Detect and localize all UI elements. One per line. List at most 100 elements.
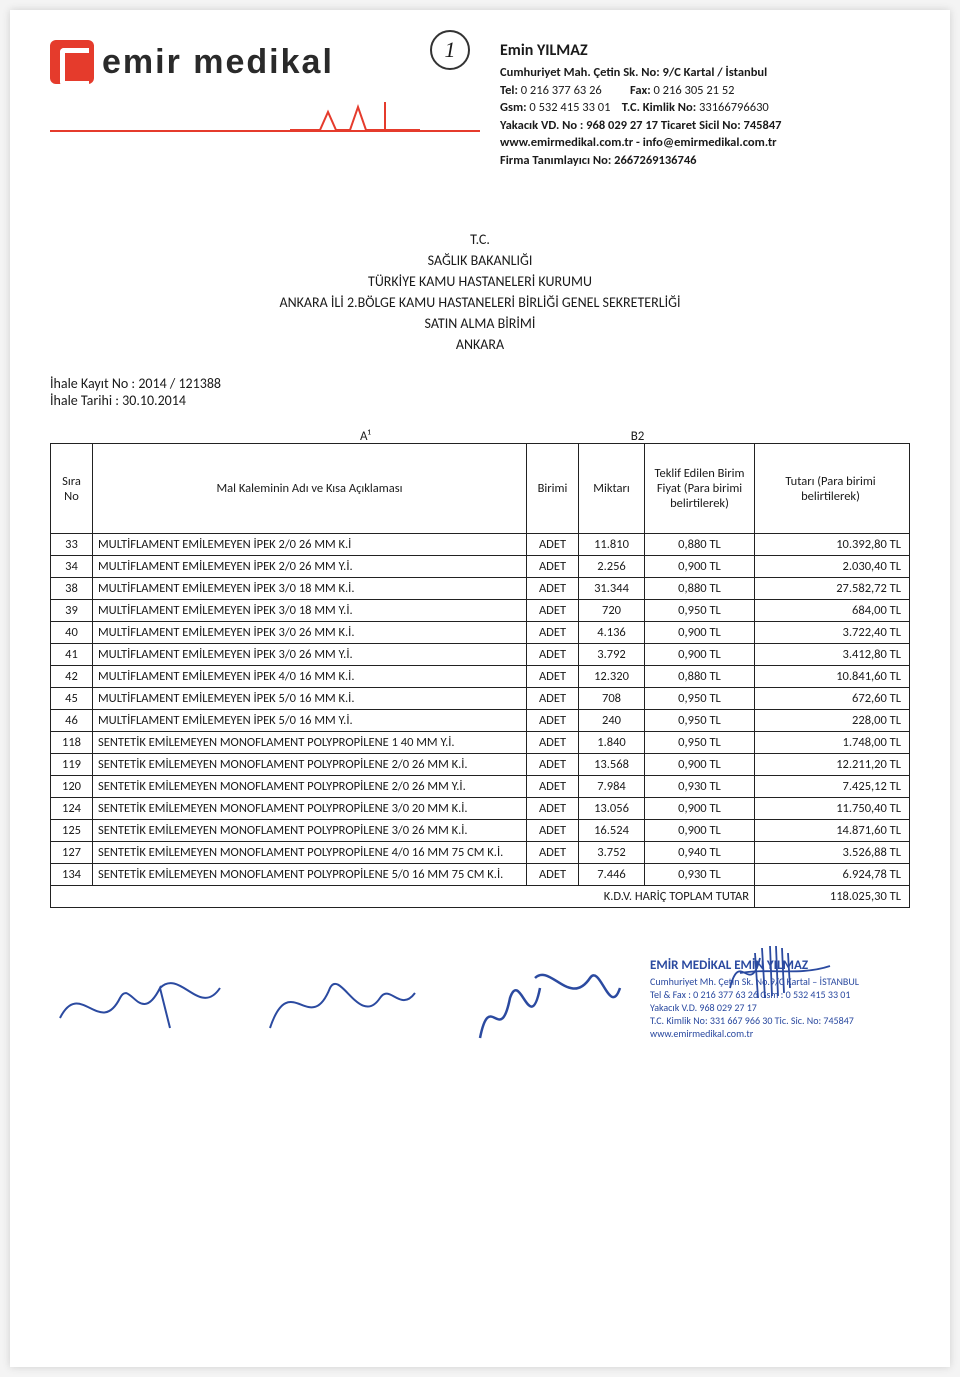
cell-price: 0,900 TL	[645, 754, 755, 776]
table-row: 40MULTİFLAMENT EMİLEMEYEN İPEK 3/0 26 MM…	[51, 622, 910, 644]
document-heading: T.C. SAĞLIK BAKANLIĞI TÜRKİYE KAMU HASTA…	[50, 229, 910, 355]
table-row: 33MULTİFLAMENT EMİLEMEYEN İPEK 2/0 26 MM…	[51, 534, 910, 556]
ihale-tarih: İhale Tarihi : 30.10.2014	[50, 392, 910, 409]
cell-no: 127	[51, 842, 93, 864]
cell-unit: ADET	[527, 578, 579, 600]
cell-no: 46	[51, 710, 93, 732]
contact-firma: Firma Tanımlayıcı No: 2667269136746	[500, 152, 913, 170]
cell-qty: 3.792	[579, 644, 645, 666]
cell-price: 0,900 TL	[645, 556, 755, 578]
col-header-qty: Miktarı	[579, 444, 645, 534]
col-header-no: Sıra No	[51, 444, 93, 534]
table-row: 134SENTETİK EMİLEMEYEN MONOFLAMENT POLYP…	[51, 864, 910, 886]
cell-name: MULTİFLAMENT EMİLEMEYEN İPEK 2/0 26 MM Y…	[93, 556, 527, 578]
cell-price: 0,900 TL	[645, 820, 755, 842]
cell-total: 3.722,40 TL	[755, 622, 910, 644]
contact-vd: Yakacık VD. No : 968 029 27 17 Ticaret S…	[500, 117, 913, 135]
cell-qty: 7.984	[579, 776, 645, 798]
cell-qty: 708	[579, 688, 645, 710]
cell-total: 10.841,60 TL	[755, 666, 910, 688]
cell-qty: 240	[579, 710, 645, 732]
ekg-divider	[50, 102, 480, 132]
cell-unit: ADET	[527, 798, 579, 820]
cell-no: 42	[51, 666, 93, 688]
cell-unit: ADET	[527, 644, 579, 666]
heading-line: T.C.	[50, 229, 910, 250]
cell-unit: ADET	[527, 556, 579, 578]
cell-name: MULTİFLAMENT EMİLEMEYEN İPEK 5/0 16 MM Y…	[93, 710, 527, 732]
document-header: emir medikal 1 Emin YILMAZ Cumhuriyet Ma…	[50, 40, 910, 169]
cell-name: MULTİFLAMENT EMİLEMEYEN İPEK 3/0 26 MM K…	[93, 622, 527, 644]
cell-total: 684,00 TL	[755, 600, 910, 622]
signatures-row: EMİR MEDİKAL EMİN YILMAZ Cumhuriyet Mh. …	[50, 958, 910, 1048]
cell-price: 0,930 TL	[645, 864, 755, 886]
ihale-kayit: İhale Kayıt No : 2014 / 121388	[50, 375, 910, 392]
cell-name: SENTETİK EMİLEMEYEN MONOFLAMENT POLYPROP…	[93, 776, 527, 798]
cell-no: 45	[51, 688, 93, 710]
cell-total: 14.871,60 TL	[755, 820, 910, 842]
table-row: 38MULTİFLAMENT EMİLEMEYEN İPEK 3/0 18 MM…	[51, 578, 910, 600]
col-header-unit: Birimi	[527, 444, 579, 534]
cell-no: 39	[51, 600, 93, 622]
cell-total: 10.392,80 TL	[755, 534, 910, 556]
cell-unit: ADET	[527, 710, 579, 732]
cell-name: MULTİFLAMENT EMİLEMEYEN İPEK 4/0 16 MM K…	[93, 666, 527, 688]
contact-web: www.emirmedikal.com.tr - info@emirmedika…	[500, 134, 913, 152]
cell-total: 12.211,20 TL	[755, 754, 910, 776]
company-logo-icon	[50, 40, 94, 84]
cell-qty: 720	[579, 600, 645, 622]
cell-no: 120	[51, 776, 93, 798]
cell-no: 33	[51, 534, 93, 556]
contact-tel-fax: Tel: 0 216 377 63 26 Fax: 0 216 305 21 5…	[500, 82, 913, 100]
ref-a: A¹	[360, 429, 371, 444]
cell-unit: ADET	[527, 666, 579, 688]
table-row: 127SENTETİK EMİLEMEYEN MONOFLAMENT POLYP…	[51, 842, 910, 864]
cell-price: 0,930 TL	[645, 776, 755, 798]
cell-price: 0,950 TL	[645, 688, 755, 710]
stamp-line: www.emirmedikal.com.tr	[650, 1027, 950, 1040]
cell-qty: 16.524	[579, 820, 645, 842]
signature-3	[450, 958, 630, 1048]
cell-unit: ADET	[527, 622, 579, 644]
col-header-total: Tutarı (Para birimi belirtilerek)	[755, 444, 910, 534]
offer-table: Sıra No Mal Kaleminin Adı ve Kısa Açıkla…	[50, 443, 910, 908]
cell-unit: ADET	[527, 688, 579, 710]
cell-name: SENTETİK EMİLEMEYEN MONOFLAMENT POLYPROP…	[93, 820, 527, 842]
ref-b: B2	[631, 429, 645, 444]
cell-name: SENTETİK EMİLEMEYEN MONOFLAMENT POLYPROP…	[93, 754, 527, 776]
grand-total-label: K.D.V. HARİÇ TOPLAM TUTAR	[51, 886, 755, 908]
cell-qty: 13.568	[579, 754, 645, 776]
cell-no: 118	[51, 732, 93, 754]
cell-qty: 1.840	[579, 732, 645, 754]
grand-total-value: 118.025,30 TL	[755, 886, 910, 908]
cell-price: 0,950 TL	[645, 710, 755, 732]
cell-total: 3.412,80 TL	[755, 644, 910, 666]
cell-total: 228,00 TL	[755, 710, 910, 732]
cell-total: 2.030,40 TL	[755, 556, 910, 578]
cell-qty: 2.256	[579, 556, 645, 578]
cell-price: 0,940 TL	[645, 842, 755, 864]
table-row: 124SENTETİK EMİLEMEYEN MONOFLAMENT POLYP…	[51, 798, 910, 820]
table-row: 34MULTİFLAMENT EMİLEMEYEN İPEK 2/0 26 MM…	[51, 556, 910, 578]
grand-total-row: K.D.V. HARİÇ TOPLAM TUTAR 118.025,30 TL	[51, 886, 910, 908]
cell-price: 0,900 TL	[645, 644, 755, 666]
table-row: 39MULTİFLAMENT EMİLEMEYEN İPEK 3/0 18 MM…	[51, 600, 910, 622]
cell-price: 0,900 TL	[645, 798, 755, 820]
cell-qty: 11.810	[579, 534, 645, 556]
cell-name: MULTİFLAMENT EMİLEMEYEN İPEK 3/0 26 MM Y…	[93, 644, 527, 666]
cell-total: 11.750,40 TL	[755, 798, 910, 820]
cell-unit: ADET	[527, 842, 579, 864]
table-row: 119SENTETİK EMİLEMEYEN MONOFLAMENT POLYP…	[51, 754, 910, 776]
cell-name: MULTİFLAMENT EMİLEMEYEN İPEK 3/0 18 MM Y…	[93, 600, 527, 622]
cell-price: 0,880 TL	[645, 666, 755, 688]
cell-qty: 13.056	[579, 798, 645, 820]
cell-unit: ADET	[527, 534, 579, 556]
cell-price: 0,880 TL	[645, 578, 755, 600]
column-refs: A¹ B2	[50, 429, 910, 444]
heading-line: ANKARA İLİ 2.BÖLGE KAMU HASTANELERİ BİRL…	[50, 292, 910, 313]
contact-address: Cumhuriyet Mah. Çetin Sk. No: 9/C Kartal…	[500, 64, 913, 82]
cell-price: 0,950 TL	[645, 600, 755, 622]
table-row: 41MULTİFLAMENT EMİLEMEYEN İPEK 3/0 26 MM…	[51, 644, 910, 666]
company-brand: emir medikal	[102, 43, 334, 82]
table-row: 46MULTİFLAMENT EMİLEMEYEN İPEK 5/0 16 MM…	[51, 710, 910, 732]
